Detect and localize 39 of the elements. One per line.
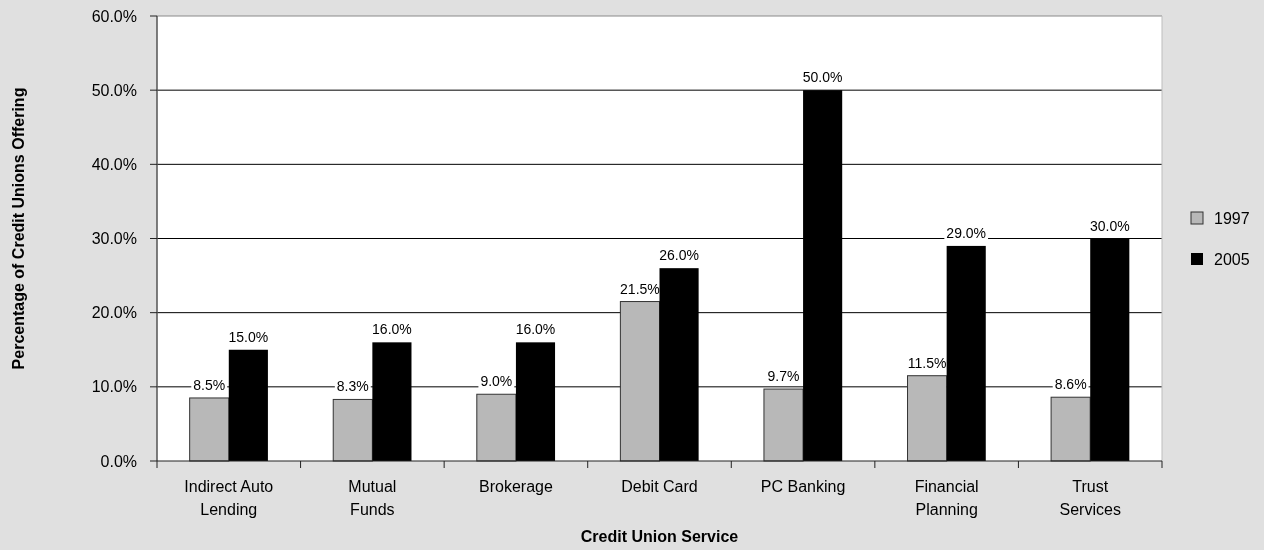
y-tick-label: 30.0% (91, 230, 137, 248)
data-label: 30.0% (1089, 217, 1130, 234)
data-label: 21.5% (620, 280, 660, 297)
legend-label: 1997 (1214, 210, 1250, 227)
data-label: 16.0% (515, 321, 556, 338)
y-axis-title: Percentage of Credit Unions Offering (10, 87, 27, 370)
data-label: 8.6% (1054, 376, 1087, 393)
x-tick-label: Financial Planning (914, 478, 979, 518)
data-label: 16.0% (372, 321, 412, 338)
x-tick-label: PC Banking (760, 478, 846, 495)
bar (907, 375, 948, 462)
x-axis-title: Credit Union Service (580, 528, 739, 545)
data-label: 9.7% (767, 368, 800, 385)
bar (189, 397, 230, 462)
y-tick-label: 10.0% (91, 378, 137, 396)
data-label: 8.3% (336, 378, 369, 395)
data-label: 50.0% (802, 69, 843, 86)
y-tick-label: 20.0% (91, 304, 137, 322)
x-tick-label: Brokerage (479, 478, 553, 495)
bar (332, 398, 373, 462)
data-label: 8.5% (193, 376, 226, 393)
x-tick-label: Mutual Funds (348, 478, 397, 518)
data-label: 15.0% (228, 328, 269, 345)
x-tick-label: Trust Services (1059, 478, 1121, 518)
x-tick-label: Debit Card (621, 478, 698, 495)
data-label: 29.0% (946, 224, 987, 241)
y-tick-label: 50.0% (91, 81, 137, 99)
legend-label: 2005 (1214, 251, 1250, 268)
data-label: 9.0% (480, 373, 513, 390)
bar (1050, 396, 1091, 462)
bar (476, 393, 517, 462)
y-tick-label: 60.0% (91, 7, 137, 25)
y-tick-label: 40.0% (91, 155, 137, 173)
data-label: 26.0% (659, 247, 699, 264)
y-tick-label: 0.0% (100, 452, 137, 470)
bar (763, 388, 804, 462)
x-tick-label: Indirect Auto Lending (184, 478, 274, 518)
bar (619, 301, 660, 462)
data-label: 11.5% (907, 354, 947, 371)
